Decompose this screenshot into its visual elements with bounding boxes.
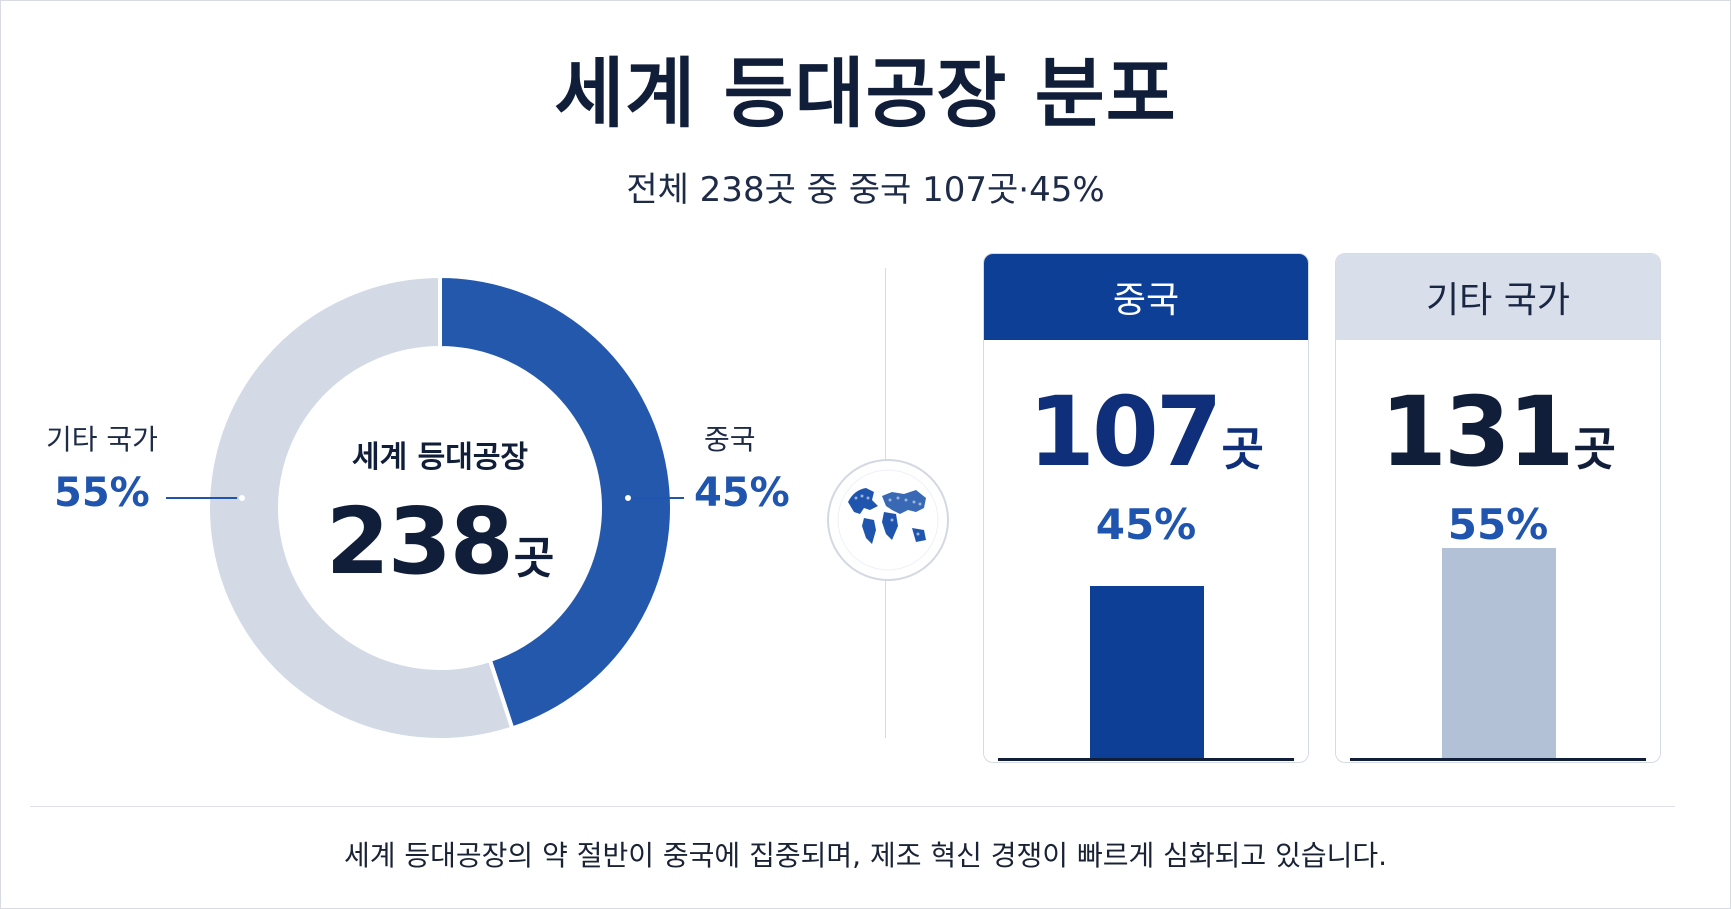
other-bar: [1442, 548, 1556, 758]
other-count-unit: 곳: [1573, 422, 1616, 476]
other-card-header: 기타 국가: [1336, 254, 1660, 340]
donut-total-unit: 곳: [513, 533, 555, 584]
china-bar: [1090, 586, 1204, 758]
china-bar-baseline: [998, 758, 1294, 761]
china-card-header: 중국: [984, 254, 1308, 340]
other-count: 131: [1380, 376, 1574, 488]
china-card-percent: 45%: [1095, 500, 1197, 549]
china-count: 107: [1028, 376, 1222, 488]
page-subtitle: 전체 238곳 중 중국 107곳·45%: [626, 170, 1105, 210]
donut-china-percent: 45%: [694, 470, 790, 516]
globe-icon: [827, 459, 949, 581]
donut-leader-dot-other: [237, 493, 247, 503]
footer-note: 세계 등대공장의 약 절반이 중국에 집중되며, 제조 혁신 경쟁이 빠르게 심…: [343, 839, 1388, 872]
china-count-unit: 곳: [1221, 422, 1264, 476]
donut-china-label: 중국: [704, 423, 756, 456]
other-card-value: 131곳: [1336, 376, 1660, 488]
other-card: 기타 국가 131곳 55%: [1335, 253, 1661, 763]
donut-slice-china: [438, 273, 674, 731]
donut-slice-other: [206, 273, 515, 742]
donut-other-label: 기타 국가: [46, 423, 158, 456]
donut-center-label: 세계 등대공장: [351, 440, 529, 475]
donut-total-value: 238: [325, 488, 514, 595]
footer-divider: [30, 806, 1675, 807]
china-card: 중국 107곳 45%: [983, 253, 1309, 763]
donut-leader-dot-china: [623, 493, 633, 503]
other-bar-baseline: [1350, 758, 1646, 761]
page-title: 세계 등대공장 분포: [554, 49, 1177, 138]
donut-other-percent: 55%: [54, 470, 150, 516]
other-card-percent: 55%: [1447, 500, 1549, 549]
donut-center-total: 238곳: [280, 488, 600, 595]
china-card-value: 107곳: [984, 376, 1308, 488]
